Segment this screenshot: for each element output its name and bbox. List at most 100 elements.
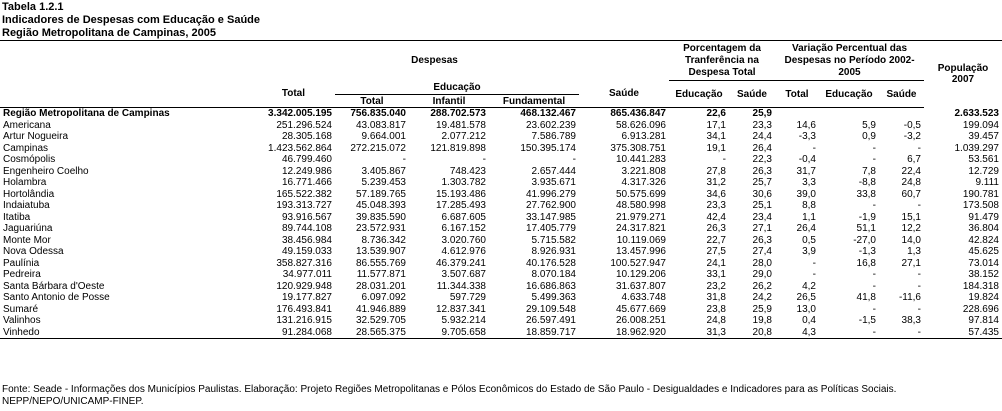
table-cell: -: [872, 142, 876, 154]
table-cell: 865.436.847: [610, 108, 666, 120]
table-cell: 24,8: [706, 315, 726, 327]
table-cell: 5,9: [862, 119, 876, 131]
table-cell: 17.405.779: [525, 223, 576, 235]
table-cell: 9.111: [975, 177, 999, 189]
table-cell: 33,1: [706, 269, 726, 281]
table-cell: -: [819, 326, 879, 339]
table-cell: -: [812, 142, 816, 154]
table-cell: 86.555.769: [355, 257, 406, 269]
table-cell: 5.499.363: [531, 292, 577, 304]
table-row: Americana 251.296.524 43.083.817 19.481.578…: [0, 120, 1002, 132]
table-cell: 26,3: [752, 165, 772, 177]
table-cell: 25,9: [752, 303, 772, 315]
table-cell: [819, 108, 879, 120]
table-cell: 1.039.297: [954, 142, 1000, 154]
table-cell: 17.285.493: [435, 200, 486, 212]
table-cell: 41,8: [856, 292, 876, 304]
table-cell: 2.633.523: [954, 108, 1000, 119]
table-cell: 8,8: [802, 200, 816, 212]
table-cell: 13,0: [796, 303, 816, 315]
table-cell: 31,7: [796, 165, 816, 177]
table-cell: 13.457.996: [615, 246, 666, 258]
table-cell: 150.395.174: [520, 142, 576, 154]
table-cell: 8.926.931: [531, 246, 577, 258]
table-cell: 597.729: [449, 292, 486, 304]
table-cell: 51,1: [856, 223, 876, 235]
table-cell: -1,9: [858, 211, 876, 223]
table-cell: 121.819.898: [430, 142, 486, 154]
table-cell: 41.946.889: [355, 303, 406, 315]
table-cell: 39.835.590: [355, 211, 406, 223]
table-cell: 45.677.669: [615, 303, 666, 315]
table-cell: -: [917, 142, 921, 154]
table-cell: 25,1: [752, 200, 772, 212]
table-cell: 19.824: [968, 292, 999, 304]
table-cell: 23,4: [752, 211, 772, 223]
row-label: Monte Mor: [3, 234, 51, 246]
table-cell: 41.996.279: [525, 188, 576, 200]
header-educacao: Educação: [335, 80, 579, 95]
table-cell: 1.303.782: [441, 177, 487, 189]
table-cell: -: [917, 269, 921, 281]
source-note: Fonte: Seade - Informações dos Município…: [2, 384, 897, 407]
row-label: Valinhos: [3, 315, 41, 327]
table-cell: 358.827.316: [276, 257, 332, 269]
table-cell: 9.705.658: [409, 326, 489, 339]
table-cell: 131.216.915: [276, 315, 332, 327]
table-cell: 57.435: [924, 326, 1002, 339]
table-row: Sumaré 176.493.841 41.946.889 12.837.341 29.…: [0, 304, 1002, 316]
table-cell: 2.657.444: [531, 165, 577, 177]
table-cell: 16.771.466: [281, 177, 332, 189]
table-cell: 16,8: [856, 257, 876, 269]
table-cell: 27,5: [706, 246, 726, 258]
table-cell: 26,3: [706, 223, 726, 235]
table-cell: 27,8: [706, 165, 726, 177]
table-cell: 23,3: [752, 119, 772, 131]
table-cell: 18.859.717: [489, 326, 579, 339]
table-cell: 12.249.986: [281, 165, 332, 177]
table-cell: 288.702.573: [430, 108, 486, 120]
table-cell: 18.962.920: [579, 326, 669, 339]
header-saude: Saúde: [579, 80, 669, 108]
row-label: Nova Odessa: [3, 246, 64, 258]
table-cell: 199.094: [962, 119, 999, 131]
table-cell: -: [917, 200, 921, 212]
table-cell: 10.119.069: [616, 234, 666, 246]
table-cell: 27,4: [752, 246, 772, 258]
table-cell: 26,5: [796, 292, 816, 304]
table-cell: 7.586.789: [531, 131, 577, 143]
table-cell: 12,2: [901, 223, 921, 235]
table-cell: 14,0: [901, 234, 921, 246]
row-label: Itatiba: [3, 211, 31, 223]
table-cell: 21.979.271: [615, 211, 666, 223]
table-row: Cosmópolis 46.799.460 - - - 10.441.283 - 22,3 -0…: [0, 154, 1002, 166]
table-cell: 4,2: [802, 280, 816, 292]
table-cell: -: [872, 280, 876, 292]
table-cell: 25,7: [752, 177, 772, 189]
table-cell: 49.159.033: [281, 246, 332, 258]
table-cell: 10.441.283: [615, 154, 666, 166]
table-cell: 165.522.382: [276, 188, 332, 200]
table-cell: 19,8: [752, 315, 772, 327]
row-label: Cosmópolis: [3, 154, 56, 166]
table-cell: 23.572.931: [355, 223, 406, 235]
table-cell: 1.423.562.864: [268, 142, 332, 154]
table-cell: 5.715.582: [531, 234, 577, 246]
data-table: Despesas Porcentagem da Tranferência na …: [0, 40, 1002, 339]
table-cell: 38.456.984: [281, 234, 332, 246]
table-cell: 34.977.011: [282, 269, 332, 281]
table-cell: 193.313.727: [276, 200, 332, 212]
table-cell: -1,5: [858, 315, 876, 327]
table-cell: 30,6: [752, 188, 772, 200]
table-cell: 3,9: [802, 246, 816, 258]
table-cell: 184.318: [962, 280, 999, 292]
table-cell: 12.837.341: [435, 303, 486, 315]
row-label: Sumaré: [3, 303, 39, 315]
table-cell: 73.014: [968, 257, 999, 269]
header-v-educacao: Educação: [819, 80, 879, 108]
table-cell: 6.913.281: [621, 131, 667, 143]
table-cell: 190.781: [962, 188, 999, 200]
header-v-total: Total: [775, 80, 819, 108]
table-row: Santa Bárbara d'Oeste 120.929.948 28.031.2…: [0, 281, 1002, 293]
table-cell: -: [872, 154, 876, 166]
